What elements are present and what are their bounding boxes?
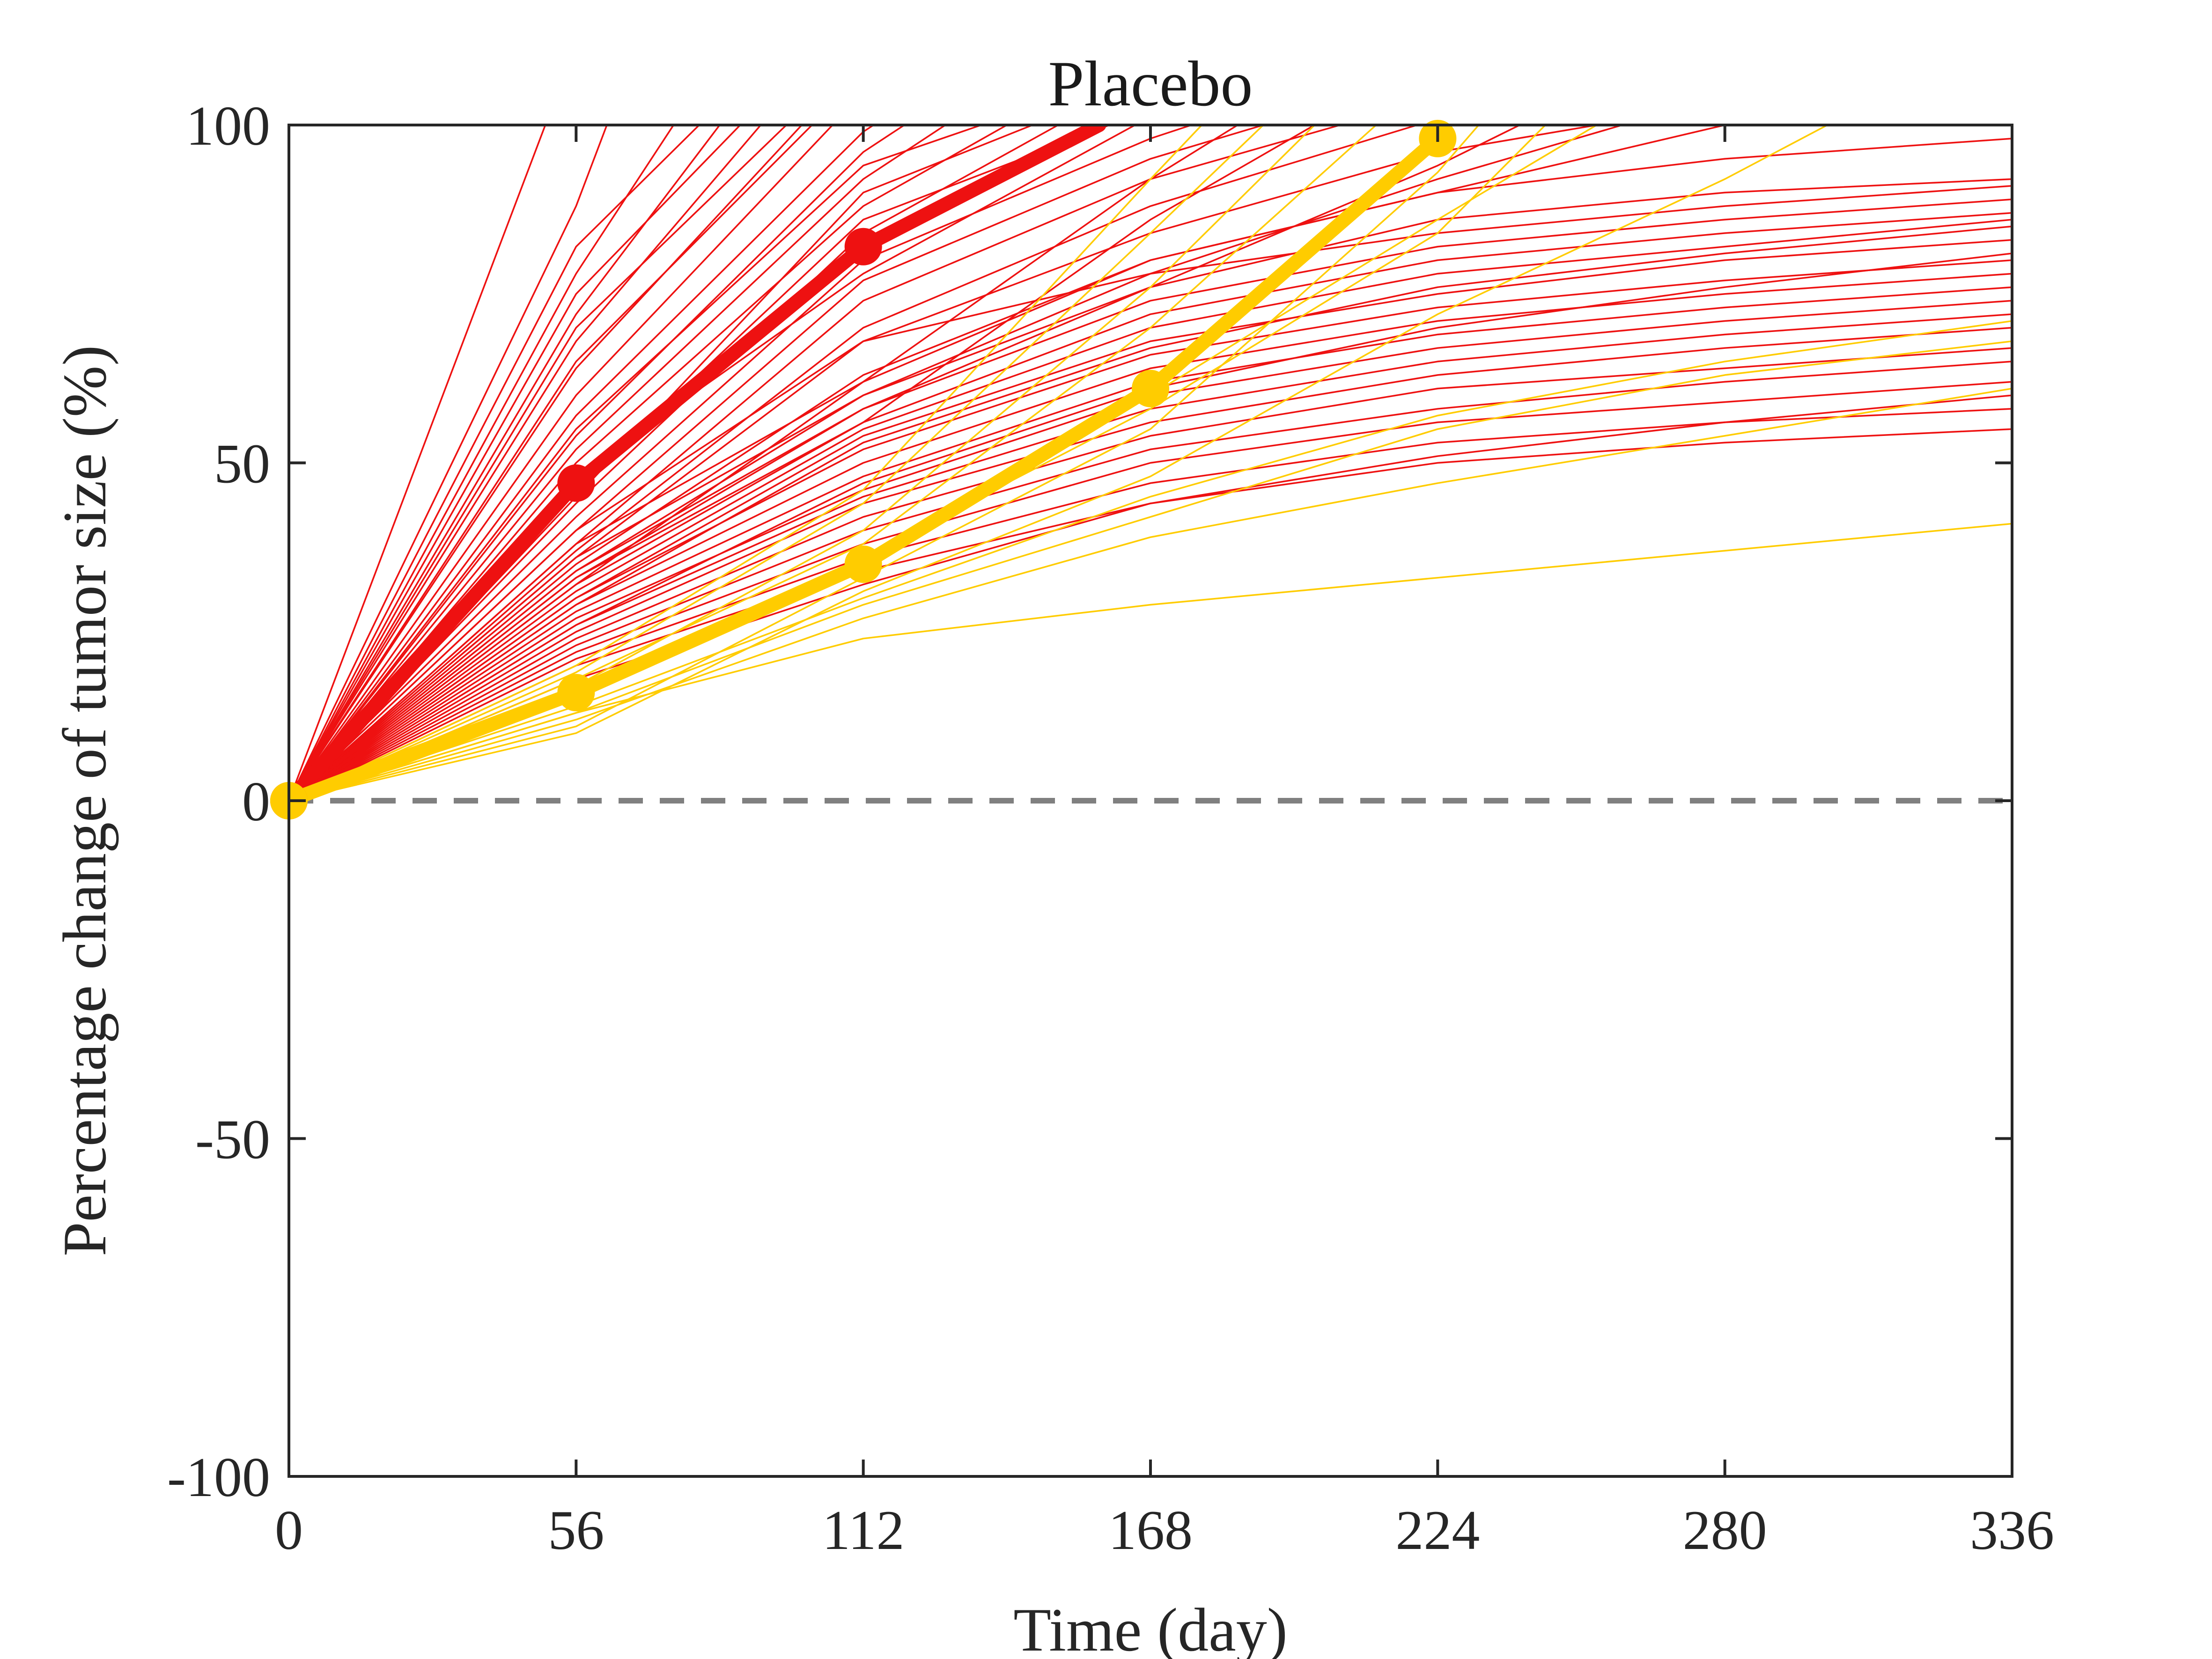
yellow-series-line-63	[289, 125, 1829, 802]
yellow-series-line-60	[289, 125, 1264, 802]
x-tick-label: 0	[275, 1499, 303, 1561]
chart-title: Placebo	[1048, 48, 1253, 119]
red-series-line-6	[289, 125, 762, 802]
y-tick-label: 100	[186, 95, 270, 157]
yellow-series-line-62	[289, 125, 1480, 802]
red-series-line-10	[289, 125, 906, 802]
red-series-line-30	[289, 327, 2012, 802]
y-axis-label: Percentage change of tumor size (%)	[50, 345, 119, 1256]
x-tick-label: 112	[822, 1499, 905, 1561]
red-series-line-5	[289, 125, 721, 802]
red-series-line-33	[289, 381, 2012, 802]
y-tick-label: -100	[167, 1446, 270, 1508]
red-series-line-7	[289, 125, 803, 802]
x-tick-label: 224	[1395, 1499, 1480, 1561]
yellow-series-line-64	[289, 340, 2012, 802]
red-series-line-4	[289, 125, 675, 802]
red-series-line-46	[289, 125, 813, 802]
yellow-series-marker	[844, 545, 882, 583]
red-series-line-39	[289, 125, 1521, 802]
y-tick-label: 0	[242, 770, 270, 833]
axes-layer: 0 56 112 168 224 280 336 100 50 0 -50 -100	[167, 95, 2054, 1561]
x-tick-label: 336	[1970, 1499, 2054, 1561]
yellow-series-line-54	[289, 388, 2012, 802]
series-layer	[289, 125, 2012, 808]
red-series-line-8	[289, 125, 833, 802]
x-tick-label: 56	[548, 1499, 604, 1561]
red-series-line-49	[289, 125, 700, 802]
red-series-line-40	[289, 125, 1316, 802]
red-series-line-45	[289, 125, 982, 802]
red-series-line-31	[289, 347, 2012, 802]
red-series-line-47	[289, 125, 788, 802]
red-series-line-9	[289, 125, 875, 802]
y-tick-label: 50	[214, 433, 270, 495]
yellow-series-marker	[557, 674, 595, 712]
y-tick-label: -50	[195, 1108, 270, 1171]
red-series-line-2	[289, 125, 546, 802]
yellow-series-line-61	[289, 125, 1203, 802]
yellow-series-marker	[1132, 369, 1169, 407]
red-series-line-17	[289, 125, 1418, 802]
red-series-line-25	[289, 259, 2012, 802]
emphasis-red-series-line-0	[289, 125, 1106, 808]
red-series-marker	[557, 464, 595, 502]
red-series-line-3	[289, 125, 608, 802]
x-axis-label: Time (day)	[1013, 1595, 1287, 1659]
x-tick-label: 280	[1683, 1499, 1767, 1561]
red-series-line-52	[289, 225, 2012, 802]
red-series-line-32	[289, 361, 2012, 802]
yellow-series-line-58	[289, 125, 1377, 802]
red-series-line-48	[289, 125, 741, 802]
red-series-marker	[844, 228, 882, 265]
x-tick-label: 168	[1108, 1499, 1193, 1561]
red-series-line-41	[289, 125, 1239, 802]
